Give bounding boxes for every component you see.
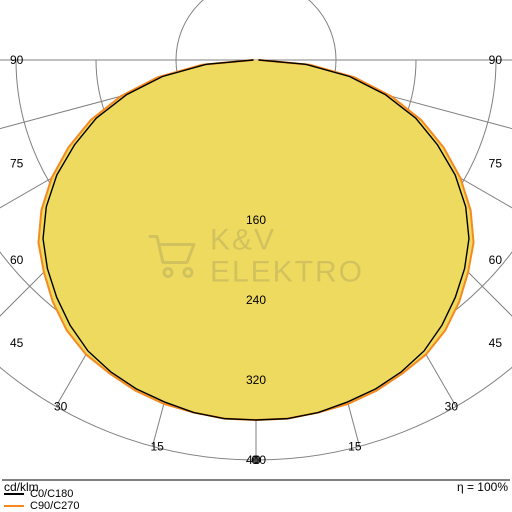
- angle-label: 75: [10, 157, 24, 171]
- polar-chart-svg: 16024032040090907575606045453030151500: [0, 0, 512, 512]
- angle-label: 45: [10, 336, 24, 350]
- efficiency-label: η = 100%: [457, 480, 508, 494]
- legend-label-c0: C0/C180: [30, 488, 73, 500]
- ring-label: 320: [246, 373, 266, 387]
- ring-label: 160: [246, 213, 266, 227]
- legend-item-c0: C0/C180: [4, 488, 80, 500]
- angle-label: 15: [150, 439, 164, 453]
- angle-label: 60: [10, 253, 24, 267]
- angle-label: 15: [348, 439, 362, 453]
- legend-swatch-c0: [4, 493, 24, 495]
- legend-swatch-c90: [4, 505, 24, 507]
- legend: C0/C180 C90/C270: [4, 488, 80, 512]
- legend-item-c90: C90/C270: [4, 500, 80, 512]
- angle-label: 0: [251, 453, 258, 467]
- legend-label-c90: C90/C270: [30, 500, 80, 512]
- angle-label: 30: [54, 399, 68, 413]
- angle-label: 90: [10, 53, 24, 67]
- bottom-info-bar: cd/klm η = 100%: [4, 480, 508, 494]
- polar-chart-container: 16024032040090907575606045453030151500 K…: [0, 0, 512, 512]
- angle-label: 45: [489, 336, 503, 350]
- ring-label: 240: [246, 293, 266, 307]
- angle-label: 60: [489, 253, 503, 267]
- angle-label: 90: [489, 53, 503, 67]
- angle-label: 30: [445, 399, 459, 413]
- angle-label: 75: [489, 157, 503, 171]
